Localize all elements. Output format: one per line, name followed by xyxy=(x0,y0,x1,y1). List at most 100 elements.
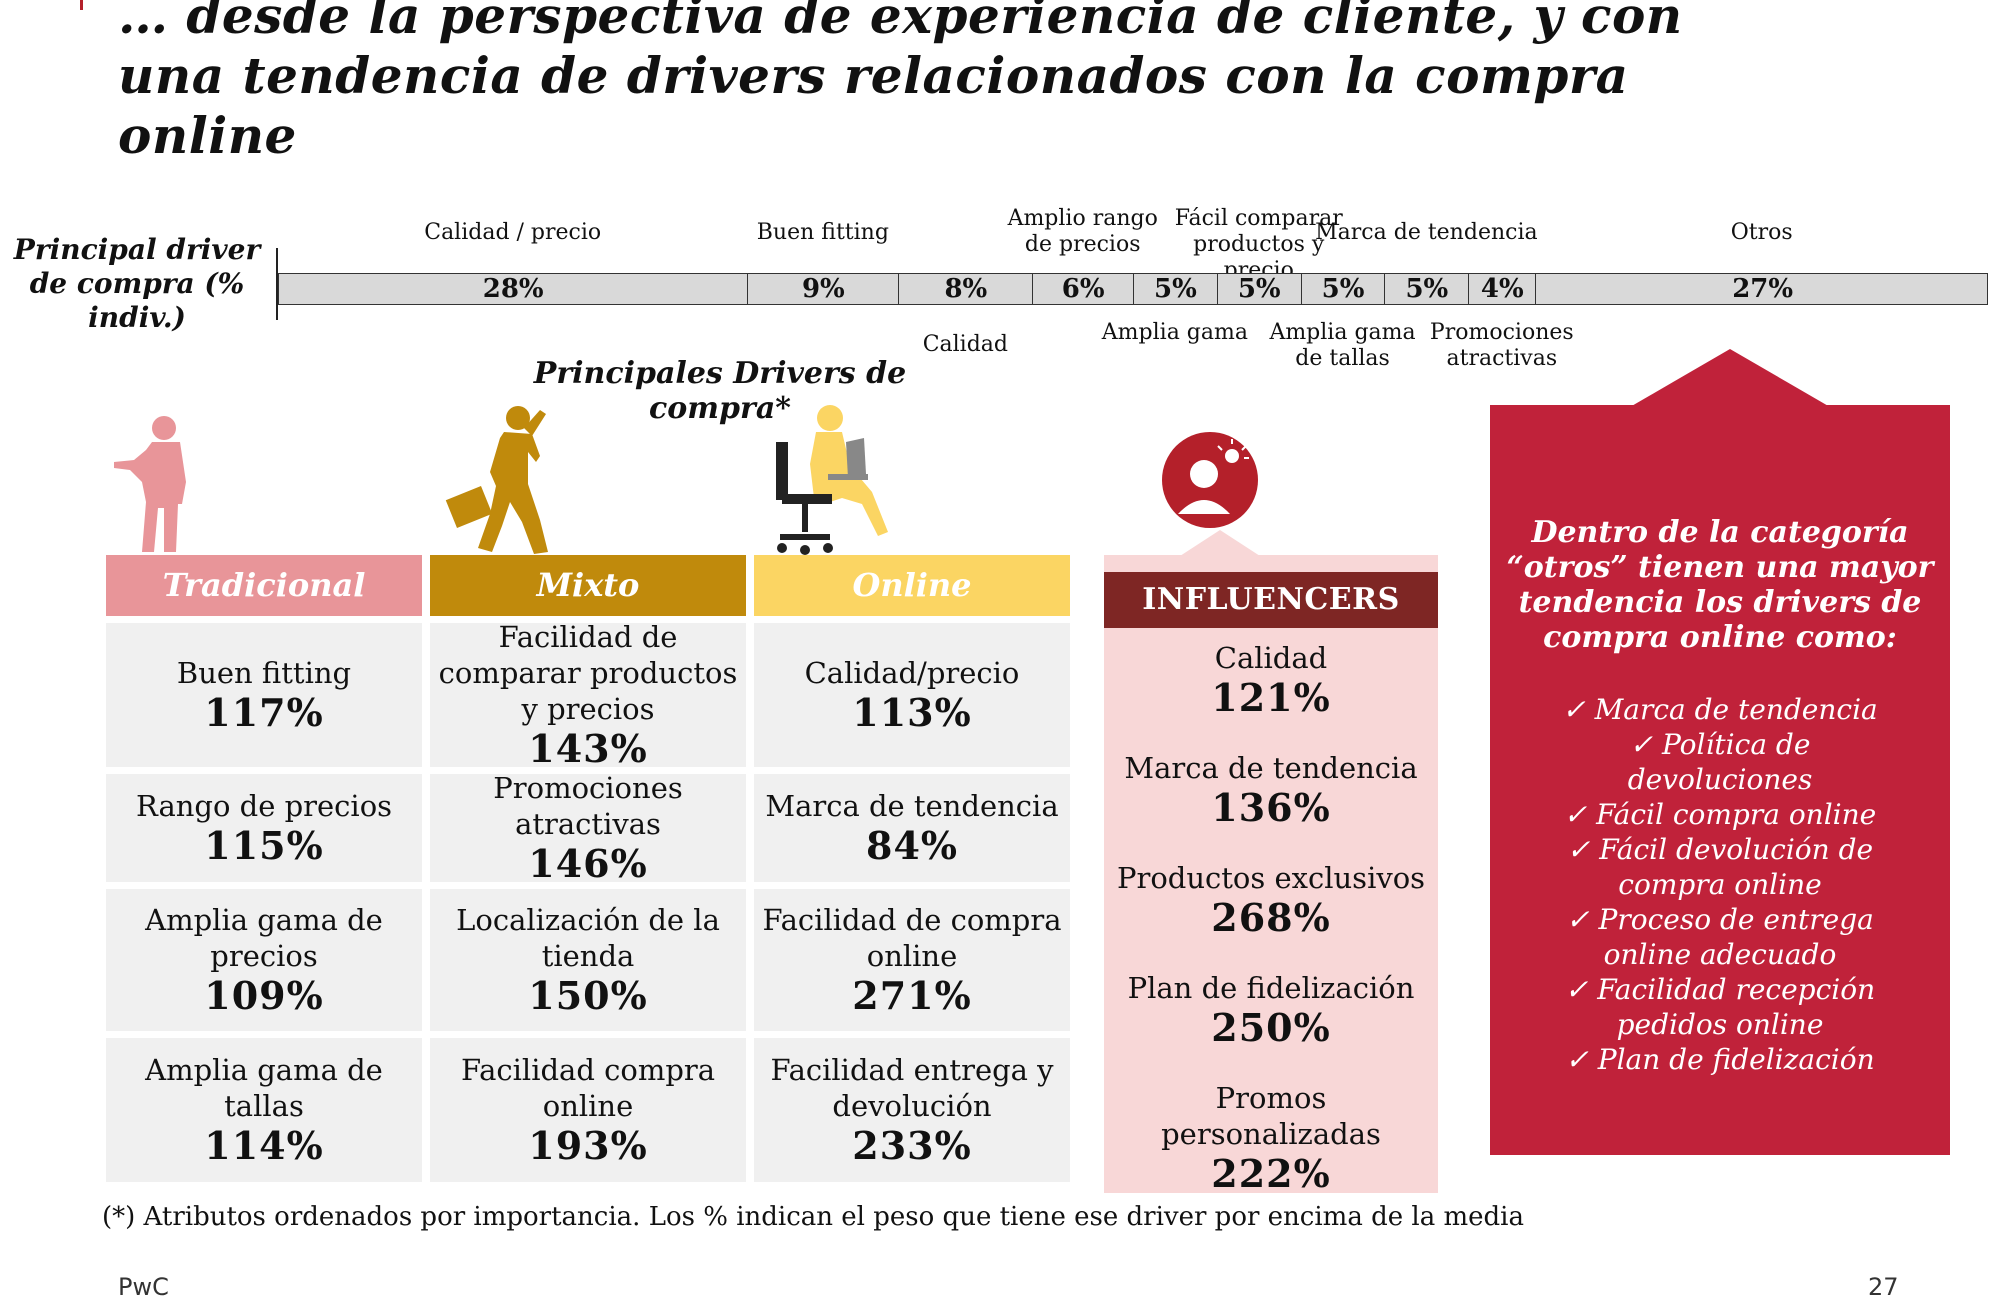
bar-category-label: Amplia gama de tallas xyxy=(1269,320,1416,371)
standing-man-icon xyxy=(114,416,186,552)
callout-item: ✓ Facilidad recepción pedidos online xyxy=(1564,973,1876,1041)
driver-cell: Amplia gama de precios 109% xyxy=(106,889,422,1031)
driver-label: Calidad/precio xyxy=(804,656,1020,690)
driver-cell: Promociones atractivas 146% xyxy=(430,771,746,886)
driver-label: Buen fitting xyxy=(176,656,352,690)
influencer-label: Marca de tendencia xyxy=(1124,751,1418,785)
bar-segment: 4% xyxy=(1469,274,1537,304)
footnote: (*) Atributos ordenados por importancia.… xyxy=(102,1202,1524,1232)
bar-segment: 28% xyxy=(279,274,749,304)
drivers-subtitle: Principales Drivers de compra* xyxy=(533,356,907,426)
driver-label: Rango de precios xyxy=(135,789,393,823)
bar-segment: 5% xyxy=(1134,274,1218,304)
bar-segment: 6% xyxy=(1033,274,1134,304)
driver-label: Facilidad de compra online xyxy=(762,903,1062,973)
bar-category-label: Calidad / precio xyxy=(424,220,602,245)
driver-value: 84% xyxy=(866,823,958,868)
influencer-item: Plan de fidelización 250% xyxy=(1104,970,1438,1050)
driver-cell: Localización de la tienda 150% xyxy=(430,889,746,1031)
driver-value: 115% xyxy=(204,823,324,868)
accent-tick xyxy=(80,0,83,10)
driver-value: 193% xyxy=(528,1123,648,1168)
bar-category-label: Promociones atractivas xyxy=(1429,320,1574,371)
driver-value: 117% xyxy=(204,690,324,735)
driver-label: Amplia gama de tallas xyxy=(145,1053,383,1123)
influencer-value: 268% xyxy=(1211,895,1331,940)
callout-item: ✓ Proceso de entrega online adecuado xyxy=(1566,903,1874,971)
driver-label: Amplia gama de precios xyxy=(145,903,383,973)
driver-cell: Buen fitting 117% xyxy=(106,623,422,767)
callout-heading: Dentro de la categoría “otros” tienen un… xyxy=(1506,515,1934,655)
driver-cell: Marca de tendencia 84% xyxy=(754,774,1070,882)
driver-cell: Facilidad de compra online 271% xyxy=(754,889,1070,1031)
bar-category-label: Fácil comparar productos y precio xyxy=(1174,206,1343,283)
driver-label: Promociones atractivas xyxy=(493,771,683,841)
callout-item: ✓ Marca de tendencia xyxy=(1562,693,1878,726)
influencer-value: 222% xyxy=(1211,1151,1331,1196)
influencer-item: Calidad 121% xyxy=(1104,640,1438,720)
influencer-value: 250% xyxy=(1211,1005,1331,1050)
page-title: … desde la perspectiva de experiencia de… xyxy=(118,0,1683,165)
bar-segment: 5% xyxy=(1385,274,1470,304)
person-idea-icon xyxy=(1162,432,1258,528)
callout-item: ✓ Política de devoluciones xyxy=(1627,728,1813,796)
driver-label: Localización de la tienda xyxy=(456,903,720,973)
driver-value: 233% xyxy=(852,1123,972,1168)
callout-item: ✓ Fácil devolución de compra online xyxy=(1566,833,1874,901)
driver-cell: Calidad/precio 113% xyxy=(754,623,1070,767)
segment-header-online: Online xyxy=(754,555,1070,616)
driver-value: 113% xyxy=(852,690,972,735)
bar-axis-line xyxy=(276,248,278,320)
bar-segment: 9% xyxy=(748,274,900,304)
callout-item: ✓ Plan de fidelización xyxy=(1565,1043,1875,1076)
driver-cell: Facilidad entrega y devolución 233% xyxy=(754,1038,1070,1182)
driver-label: Facilidad entrega y devolución xyxy=(770,1053,1054,1123)
influencer-item: Marca de tendencia 136% xyxy=(1104,750,1438,830)
driver-label: Facilidad compra online xyxy=(460,1053,716,1123)
bar-category-label: Amplio rango de precios xyxy=(1007,206,1158,257)
bar-category-label: Calidad xyxy=(922,332,1008,357)
callout-pointer xyxy=(1630,349,1830,407)
driver-cell: Amplia gama de tallas 114% xyxy=(106,1038,422,1182)
page-number: 27 xyxy=(1868,1273,1899,1301)
driver-value: 271% xyxy=(852,973,972,1018)
bar-segment: 27% xyxy=(1732,274,1794,304)
stacked-bar: 28% 9% 8% 6% 5% 5% 5% 5% 4% 27% xyxy=(278,273,1988,305)
driver-cell: Rango de precios 115% xyxy=(106,774,422,882)
callout-list: ✓ Marca de tendencia ✓ Política de devolu… xyxy=(1500,692,1940,1077)
callout-item: ✓ Fácil compra online xyxy=(1563,798,1877,831)
influencer-label: Productos exclusivos xyxy=(1116,861,1426,895)
bar-chart-label: Principal driver de compra (% indiv.) xyxy=(13,233,261,334)
bar-category-label: Marca de tendencia xyxy=(1315,220,1538,245)
influencer-item: Promos personalizadas 222% xyxy=(1104,1080,1438,1196)
bar-category-label: Otros xyxy=(1730,220,1793,245)
influencer-label: Plan de fidelización xyxy=(1127,971,1415,1005)
bar-category-label: Buen fitting xyxy=(756,220,889,245)
segment-header-mixto: Mixto xyxy=(430,555,746,616)
callout-panel xyxy=(1490,405,1950,1155)
driver-label: Marca de tendencia xyxy=(765,789,1059,823)
footer-brand: PwC xyxy=(118,1273,169,1301)
driver-value: 146% xyxy=(528,841,648,886)
driver-cell: Facilidad de comparar productos y precio… xyxy=(430,620,746,771)
influencer-label: Promos personalizadas xyxy=(1161,1081,1381,1151)
influencer-label: Calidad xyxy=(1214,641,1328,675)
bar-segment: 8% xyxy=(899,274,1034,304)
walking-phone-man-icon xyxy=(445,406,548,554)
segment-header-tradicional: Tradicional xyxy=(106,555,422,616)
driver-value: 109% xyxy=(204,973,324,1018)
influencer-item: Productos exclusivos 268% xyxy=(1104,860,1438,940)
influencer-value: 121% xyxy=(1211,675,1331,720)
bar-category-label: Amplia gama xyxy=(1101,320,1248,345)
woman-laptop-icon xyxy=(776,405,888,555)
influencers-pointer xyxy=(1180,530,1260,556)
driver-value: 150% xyxy=(528,973,648,1018)
driver-cell: Facilidad compra online 193% xyxy=(430,1038,746,1182)
bar-segment: 5% xyxy=(1218,274,1302,304)
influencers-title: INFLUENCERS xyxy=(1104,572,1438,628)
driver-value: 143% xyxy=(528,726,648,771)
influencer-value: 136% xyxy=(1211,785,1331,830)
driver-label: Facilidad de comparar productos y precio… xyxy=(438,620,738,726)
driver-value: 114% xyxy=(204,1123,324,1168)
influencers-panel xyxy=(1104,555,1438,1193)
